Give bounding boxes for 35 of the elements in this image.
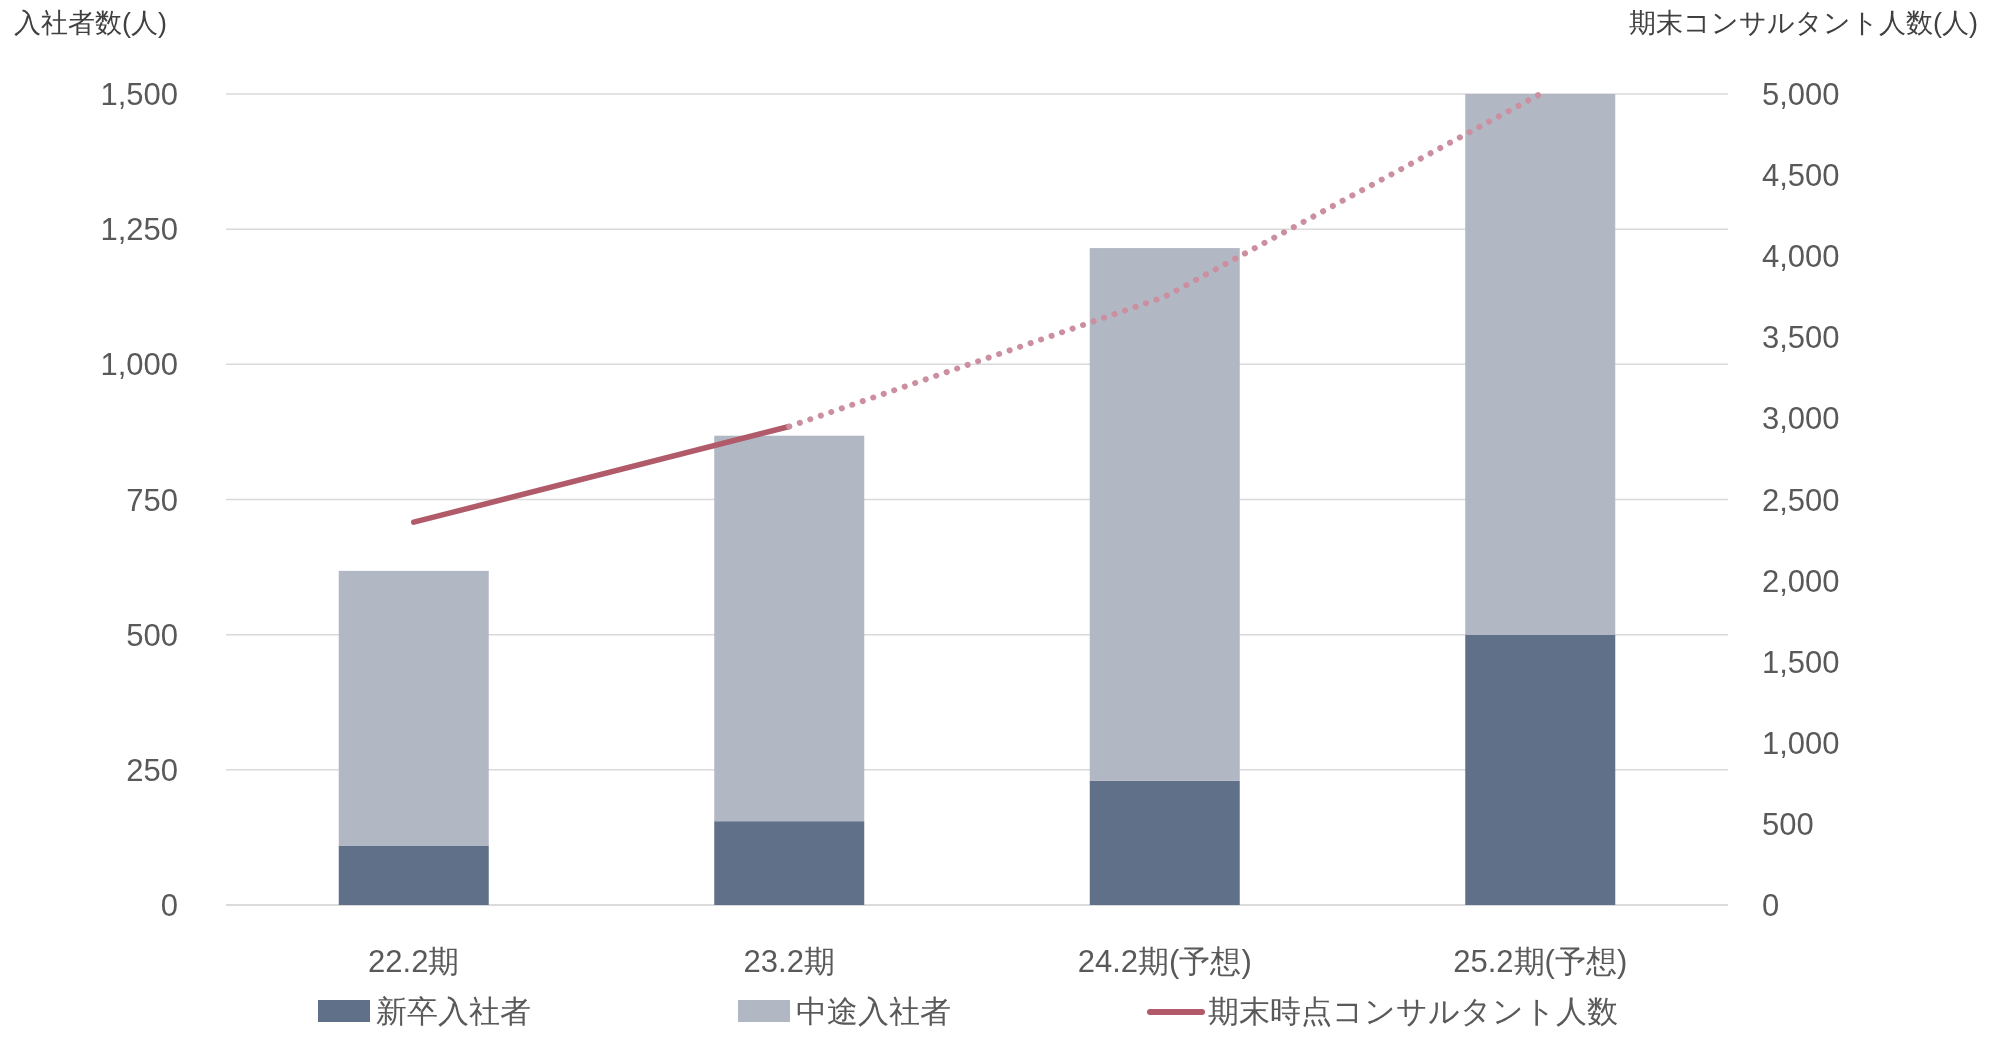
bar (714, 821, 865, 905)
y-tick-label: 1,250 (100, 212, 178, 248)
y-tick-label: 750 (126, 482, 178, 518)
y-tick-label: 1,500 (100, 77, 178, 112)
y2-tick-label: 4,000 (1762, 239, 1840, 275)
y2-tick-label: 2,000 (1762, 563, 1840, 599)
bar (714, 435, 865, 822)
bar (1465, 94, 1616, 635)
x-tick-label: 25.2期(予想) (1453, 944, 1628, 979)
legend-label: 中途入社者 (796, 994, 951, 1029)
y-tick-label: 0 (160, 888, 178, 923)
y2-tick-label: 3,500 (1762, 320, 1840, 356)
legend-label: 新卒入社者 (376, 994, 531, 1029)
y-axis-title: 入社者数(人) (14, 8, 167, 38)
y2-axis-title: 期末コンサルタント人数(人) (1629, 8, 1978, 38)
y-tick-label: 250 (126, 752, 178, 788)
x-tick-label: 24.2期(予想) (1077, 944, 1252, 979)
x-tick-label: 22.2期 (368, 944, 460, 979)
legend-label: 期末時点コンサルタント人数 (1208, 994, 1618, 1029)
y2-tick-label: 500 (1762, 806, 1814, 842)
bar (338, 845, 489, 905)
bar (1465, 634, 1616, 905)
bar (338, 570, 489, 846)
bar (1089, 248, 1240, 781)
y2-tick-label: 1,000 (1762, 725, 1840, 761)
y-tick-label: 500 (126, 617, 178, 653)
y2-tick-label: 2,500 (1762, 482, 1840, 518)
y2-tick-label: 3,000 (1762, 401, 1840, 437)
bar (1089, 780, 1240, 905)
y-tick-label: 1,000 (100, 347, 178, 383)
y2-tick-label: 0 (1762, 888, 1780, 923)
y2-tick-label: 4,500 (1762, 158, 1840, 194)
y2-tick-label: 5,000 (1762, 77, 1840, 112)
x-tick-label: 23.2期 (743, 944, 835, 979)
y2-tick-label: 1,500 (1762, 644, 1840, 680)
